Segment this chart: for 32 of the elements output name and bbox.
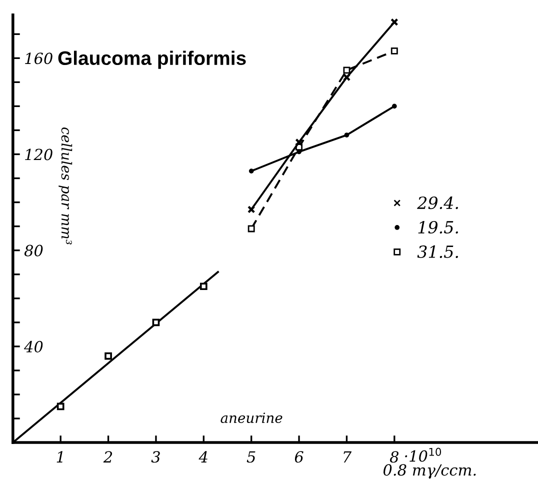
legend-label: 29.4. [417, 196, 458, 210]
y-tick-label: 80 [24, 244, 43, 256]
y-tick-label: 160 [25, 52, 52, 64]
y-tick-label: 40 [24, 340, 43, 352]
text: ·10$^{10}$ [405, 448, 442, 462]
legend-label: 19.5. [418, 220, 458, 234]
point [392, 104, 397, 109]
x-tick-label: 3 [151, 451, 160, 463]
x-tick-label: 5 [246, 451, 256, 463]
x-tick-label: 6 [294, 451, 304, 463]
point [344, 132, 350, 138]
point [248, 225, 255, 232]
x-tick-label: 7 [344, 451, 352, 462]
legend-label: 31.5. [417, 245, 458, 258]
point [104, 352, 112, 360]
point [152, 318, 160, 326]
x-tick-label: 4 [198, 451, 208, 462]
y-axis-title: cellules par mm³ [58, 127, 72, 244]
point [248, 168, 254, 174]
x-tick-label: 8 [390, 451, 398, 463]
text: Glaucoma piriformis [58, 50, 246, 69]
point [343, 66, 350, 74]
point [390, 47, 398, 54]
x-tick-label: 2 [103, 451, 112, 462]
point [56, 402, 64, 410]
x-axis-title: 0.8 mγ/ccm. [384, 464, 476, 479]
annotation: aneurine [220, 412, 282, 424]
point [342, 73, 351, 82]
point [295, 138, 303, 146]
x-tick-label: 1 [56, 451, 62, 462]
point [200, 282, 208, 290]
y-tick-label: 120 [25, 148, 52, 160]
